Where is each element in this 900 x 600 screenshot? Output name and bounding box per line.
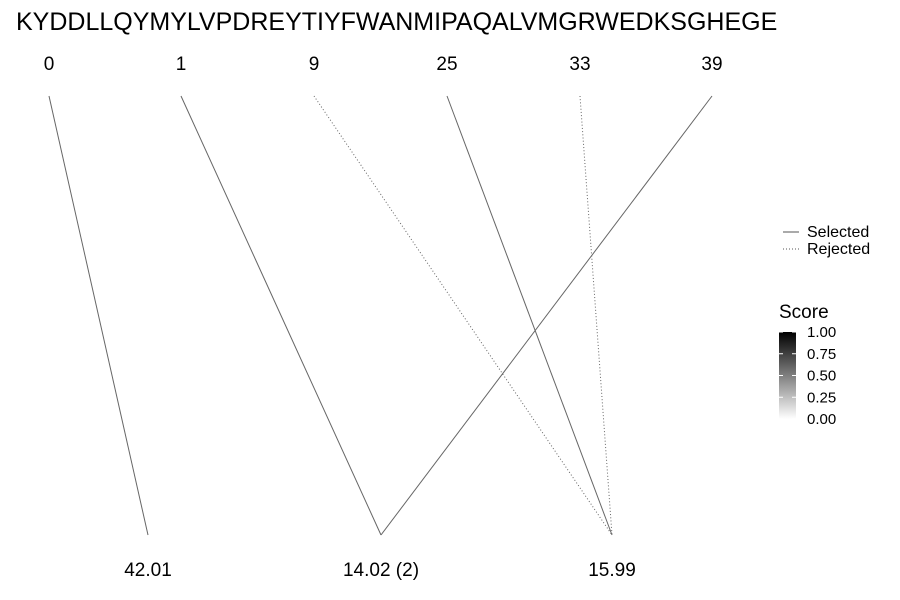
link-line-selected	[180, 95, 382, 536]
link-line-selected	[380, 95, 713, 536]
link-lines	[48, 95, 713, 536]
score-tick-label: 0.25	[807, 389, 836, 406]
linetype-legend: Selected Rejected	[783, 224, 870, 258]
peptide-sequence: KYDDLLQYMYLVPDREYTIYFWANMIPAQALVMGRWEDKS…	[16, 8, 777, 36]
position-label: 33	[569, 54, 590, 75]
bottom-mass-labels: 42.01 14.02 (2) 15.99	[124, 560, 636, 581]
position-label: 1	[176, 54, 187, 75]
score-tick-label: 0.00	[807, 411, 836, 428]
legend-selected-label: Selected	[807, 224, 869, 241]
mass-label: 15.99	[588, 560, 636, 581]
score-tick-label: 0.75	[807, 346, 836, 363]
score-tick-label: 1.00	[807, 324, 836, 341]
top-position-labels: 0 1 9 25 33 39	[44, 54, 723, 75]
score-colorbar	[779, 332, 796, 419]
position-label: 9	[309, 54, 320, 75]
score-ticks: 1.00 0.75 0.50 0.25 0.00	[779, 324, 836, 428]
link-line-selected	[446, 95, 613, 536]
link-line-selected	[48, 95, 149, 536]
mass-label: 14.02 (2)	[343, 560, 419, 581]
mass-label: 42.01	[124, 560, 172, 581]
link-line-rejected	[579, 95, 613, 536]
position-label: 0	[44, 54, 55, 75]
score-legend-title: Score	[779, 302, 829, 323]
link-line-rejected	[313, 95, 613, 536]
position-label: 39	[701, 54, 722, 75]
score-legend: Score 1.00 0.75 0.50 0.25 0.00	[779, 302, 836, 428]
score-tick-label: 0.50	[807, 368, 836, 385]
position-label: 25	[436, 54, 457, 75]
legend-rejected-label: Rejected	[807, 241, 870, 258]
